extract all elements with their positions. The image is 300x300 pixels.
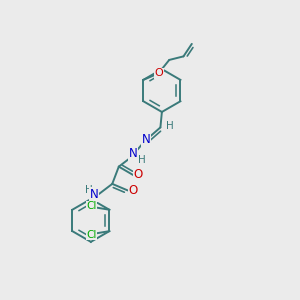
Text: N: N: [89, 188, 98, 201]
Text: N: N: [142, 134, 151, 146]
Text: Cl: Cl: [86, 202, 97, 212]
Text: O: O: [128, 184, 138, 197]
Text: Cl: Cl: [86, 230, 97, 240]
Text: H: H: [166, 121, 174, 131]
Text: O: O: [154, 68, 163, 78]
Text: H: H: [85, 185, 93, 195]
Text: N: N: [129, 147, 137, 160]
Text: O: O: [134, 169, 143, 182]
Text: H: H: [138, 154, 146, 164]
